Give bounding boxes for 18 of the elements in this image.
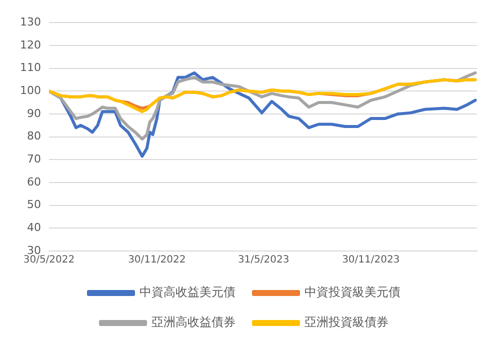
y-tick-label: 40: [26, 221, 41, 234]
y-tick-label: 110: [20, 61, 41, 74]
y-tick-label: 100: [20, 84, 41, 97]
y-tick-label: 60: [26, 175, 41, 188]
legend-label: 亞洲投資級債券: [304, 315, 388, 330]
y-tick-label: 120: [20, 38, 41, 52]
x-tick-label: 30/11/2023: [342, 254, 400, 266]
x-tick-label: 30/5/2022: [23, 254, 75, 266]
y-tick-label: 70: [26, 152, 41, 166]
legend-label: 中資投資級美元債: [304, 285, 400, 300]
y-tick-label: 80: [26, 130, 41, 143]
y-tick-label: 130: [20, 15, 41, 28]
legend-label: 中資高收益美元債: [140, 285, 236, 300]
y-tick-label: 90: [26, 106, 41, 120]
y-tick-label: 50: [26, 198, 41, 212]
x-tick-label: 31/5/2023: [238, 254, 290, 266]
x-tick-label: 30/11/2022: [128, 254, 186, 266]
legend-label: 亞洲高收益債券: [152, 315, 236, 330]
